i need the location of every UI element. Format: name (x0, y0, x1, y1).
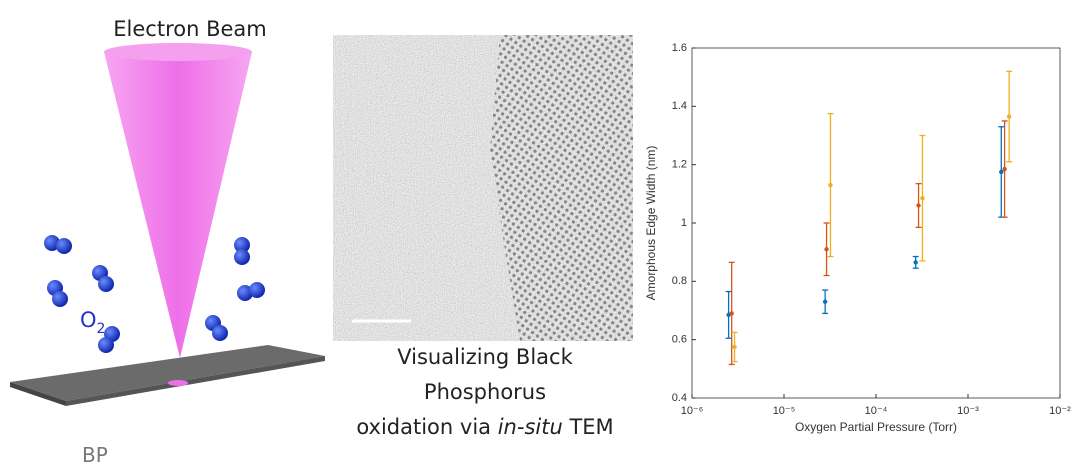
y-tick-label: 1.4 (672, 100, 687, 112)
data-point (913, 260, 918, 265)
data-point (732, 344, 737, 350)
caption-line: Visualizing Black (397, 345, 573, 369)
data-point (729, 311, 734, 316)
gas-symbol: O (80, 308, 97, 332)
data-point (916, 203, 921, 208)
caption-line: oxidation via in-situ TEM (330, 415, 640, 439)
y-tick-label: 0.4 (672, 392, 687, 404)
y-tick-label: 0.8 (672, 275, 687, 287)
x-tick-label: 10⁻⁶ (681, 405, 704, 417)
x-tick-label: 10⁻³ (957, 405, 979, 417)
substrate-edge (10, 382, 66, 406)
x-tick-label: 10⁻² (1049, 405, 1071, 417)
y-tick-label: 1.2 (672, 159, 687, 171)
electron-beam (104, 52, 252, 358)
substrate-label: BP (82, 443, 108, 467)
gas-subscript: 2 (97, 321, 106, 337)
data-point (824, 247, 829, 252)
y-axis-label: Amorphous Edge Width (nm) (644, 146, 658, 301)
x-tick-label: 10⁻⁴ (865, 405, 888, 417)
beam-label: Electron Beam (113, 17, 266, 41)
caption-text: oxidation via (356, 415, 492, 439)
y-tick-label: 1 (681, 217, 687, 229)
tem-image (333, 35, 633, 341)
plot-frame (691, 47, 1061, 399)
chart: 0.4 0.6 0.8 1 1.2 1.4 1.6 10⁻⁶ 10⁻⁵ 10⁻⁴ 10⁻³ 10⁻² O… (644, 42, 1071, 434)
data-point (920, 196, 925, 201)
x-tick-label: 10⁻⁵ (773, 405, 796, 417)
data-point (828, 182, 833, 188)
data-point (1002, 166, 1007, 172)
data-point (1006, 114, 1012, 119)
x-axis-label: Oxygen Partial Pressure (Torr) (795, 420, 957, 434)
caption-text: TEM (569, 415, 614, 439)
substrate (10, 345, 325, 401)
schematic: Electron Beam O2 BP (10, 17, 325, 467)
crystal-lattice (490, 35, 633, 341)
oxygen-molecules (44, 235, 265, 353)
y-tick-label: 0.6 (672, 334, 687, 346)
gas-label: O2 (80, 308, 105, 337)
beam-spot (168, 380, 188, 386)
substrate-edge (66, 356, 325, 406)
beam-top (104, 43, 252, 61)
data-point (822, 299, 828, 304)
data-point (999, 169, 1004, 175)
caption-italic: in-situ (497, 415, 563, 439)
y-tick-label: 1.6 (672, 42, 687, 54)
caption-line: Phosphorus (423, 380, 547, 404)
